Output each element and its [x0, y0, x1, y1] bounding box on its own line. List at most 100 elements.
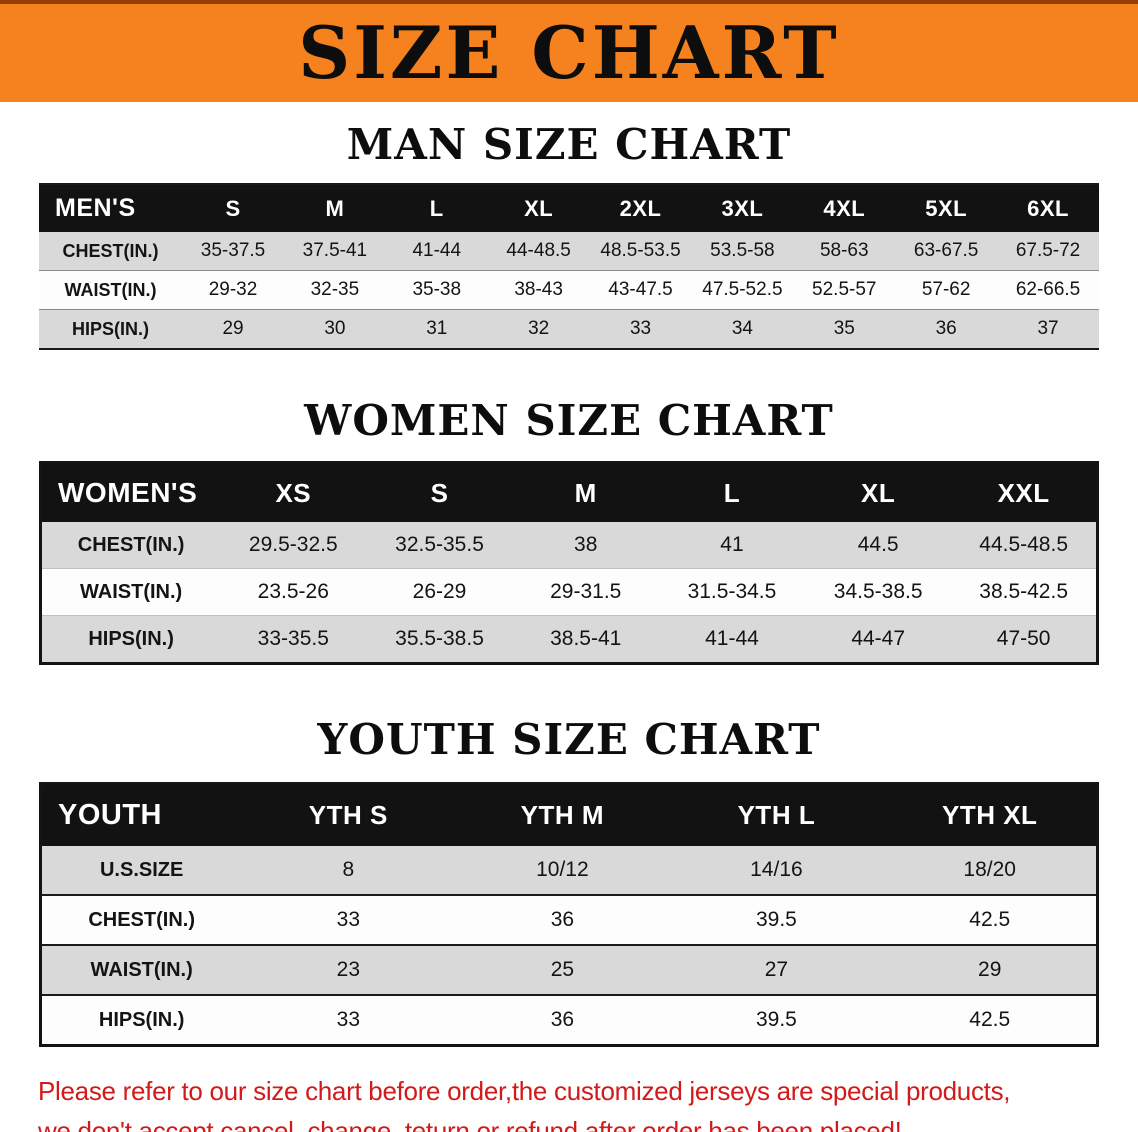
- size-value-cell: 29: [182, 309, 284, 350]
- size-value-cell: 37.5-41: [283, 232, 386, 271]
- size-header-cell: L: [658, 462, 806, 522]
- size-header-cell: M: [283, 184, 386, 232]
- table-header-row: MEN'S S M L XL 2XL 3XL 4XL 5XL 6XL: [39, 184, 1099, 232]
- size-value-cell: 47-50: [951, 615, 1098, 664]
- size-value-cell: 10/12: [455, 846, 670, 896]
- row-label-cell: WAIST(IN.): [40, 568, 221, 616]
- size-value-cell: 52.5-57: [793, 270, 896, 310]
- size-header-cell: 6XL: [997, 184, 1099, 232]
- table-row: WAIST(IN.) 23.5-26 26-29 29-31.5 31.5-34.5 34…: [40, 568, 1098, 616]
- size-value-cell: 44.5-48.5: [951, 522, 1098, 569]
- size-header-cell: XL: [805, 462, 952, 522]
- size-value-cell: 57-62: [895, 270, 998, 310]
- men-section-heading: MAN SIZE CHART: [346, 120, 792, 169]
- size-value-cell: 25: [455, 945, 670, 996]
- table-row: U.S.SIZE 8 10/12 14/16 18/20: [40, 846, 1098, 896]
- row-label-cell: HIPS(IN.): [40, 995, 242, 1047]
- size-value-cell: 41-44: [658, 615, 806, 664]
- size-value-cell: 44-48.5: [487, 232, 590, 271]
- size-value-cell: 41: [658, 522, 806, 569]
- women-size-chart-section: WOMEN SIZE CHART WOMEN'S XS S M L XL XXL CHEST(…: [0, 396, 1138, 665]
- table-header-row: WOMEN'S XS S M L XL XXL: [40, 462, 1098, 522]
- size-value-cell: 53.5-58: [691, 232, 794, 271]
- table-row: CHEST(IN.) 35-37.5 37.5-41 41-44 44-48.5 48.5…: [39, 232, 1099, 271]
- size-value-cell: 38-43: [487, 270, 590, 310]
- banner-title: SIZE CHART: [298, 10, 840, 95]
- size-value-cell: 31.5-34.5: [658, 568, 806, 616]
- size-value-cell: 38.5-41: [512, 615, 659, 664]
- size-value-cell: 8: [241, 846, 456, 896]
- size-value-cell: 33: [589, 309, 692, 350]
- size-value-cell: 62-66.5: [997, 270, 1099, 310]
- size-value-cell: 39.5: [669, 995, 884, 1047]
- size-value-cell: 42.5: [883, 895, 1098, 946]
- youth-section-heading: YOUTH SIZE CHART: [317, 715, 821, 764]
- disclaimer-line-2: we don't accept cancel, change, teturn o…: [38, 1116, 902, 1132]
- table-title-cell: MEN'S: [39, 184, 183, 232]
- size-value-cell: 38: [512, 522, 659, 569]
- youth-size-chart-section: YOUTH SIZE CHART YOUTH YTH S YTH M YTH L YTH…: [0, 715, 1138, 1047]
- size-header-cell: XXL: [951, 462, 1098, 522]
- size-header-cell: S: [182, 184, 284, 232]
- row-label-cell: WAIST(IN.): [40, 945, 242, 996]
- size-header-cell: 3XL: [691, 184, 794, 232]
- size-value-cell: 35-38: [385, 270, 488, 310]
- size-value-cell: 37: [997, 309, 1099, 350]
- size-header-cell: L: [385, 184, 488, 232]
- size-value-cell: 47.5-52.5: [691, 270, 794, 310]
- disclaimer: Please refer to our size chart before or…: [38, 1071, 1100, 1132]
- table-row: WAIST(IN.) 29-32 32-35 35-38 38-43 43-47.5 47.…: [39, 270, 1099, 310]
- size-value-cell: 33: [241, 995, 456, 1047]
- size-header-cell: S: [366, 462, 513, 522]
- men-size-chart-section: MAN SIZE CHART MEN'S S M L XL 2XL 3XL 4XL 5XL 6XL…: [0, 120, 1138, 350]
- size-value-cell: 18/20: [883, 846, 1098, 896]
- row-label-cell: CHEST(IN.): [39, 232, 183, 271]
- size-header-cell: YTH L: [669, 783, 884, 846]
- banner: SIZE CHART: [0, 0, 1138, 102]
- men-size-table: MEN'S S M L XL 2XL 3XL 4XL 5XL 6XL CHEST(IN.) 35-37…: [39, 183, 1099, 350]
- size-value-cell: 36: [455, 995, 670, 1047]
- size-value-cell: 27: [669, 945, 884, 996]
- size-value-cell: 29: [883, 945, 1098, 996]
- size-value-cell: 36: [895, 309, 998, 350]
- table-row: WAIST(IN.) 23 25 27 29: [40, 945, 1098, 996]
- size-value-cell: 23: [241, 945, 456, 996]
- size-value-cell: 31: [385, 309, 488, 350]
- size-value-cell: 36: [455, 895, 670, 946]
- size-value-cell: 41-44: [385, 232, 488, 271]
- size-header-cell: 5XL: [895, 184, 998, 232]
- size-value-cell: 29-31.5: [512, 568, 659, 616]
- size-value-cell: 26-29: [366, 568, 513, 616]
- size-header-cell: YTH XL: [883, 783, 1098, 846]
- women-size-table: WOMEN'S XS S M L XL XXL CHEST(IN.) 29.5-32.5 32.5…: [39, 461, 1099, 665]
- row-label-cell: U.S.SIZE: [40, 846, 242, 896]
- size-value-cell: 42.5: [883, 995, 1098, 1047]
- size-value-cell: 29.5-32.5: [220, 522, 367, 569]
- row-label-cell: HIPS(IN.): [40, 615, 221, 664]
- size-value-cell: 34.5-38.5: [805, 568, 952, 616]
- table-title-cell: WOMEN'S: [40, 462, 221, 522]
- size-value-cell: 30: [283, 309, 386, 350]
- size-header-cell: 4XL: [793, 184, 896, 232]
- size-value-cell: 44-47: [805, 615, 952, 664]
- size-value-cell: 34: [691, 309, 794, 350]
- row-label-cell: CHEST(IN.): [40, 895, 242, 946]
- table-title-cell: YOUTH: [40, 783, 242, 846]
- table-row: HIPS(IN.) 29 30 31 32 33 34 35 36 37: [39, 309, 1099, 350]
- size-value-cell: 39.5: [669, 895, 884, 946]
- size-value-cell: 48.5-53.5: [589, 232, 692, 271]
- size-value-cell: 38.5-42.5: [951, 568, 1098, 616]
- size-header-cell: M: [512, 462, 659, 522]
- size-value-cell: 35-37.5: [182, 232, 284, 271]
- size-value-cell: 43-47.5: [589, 270, 692, 310]
- size-value-cell: 63-67.5: [895, 232, 998, 271]
- disclaimer-line-1: Please refer to our size chart before or…: [38, 1076, 1011, 1106]
- size-value-cell: 32.5-35.5: [366, 522, 513, 569]
- size-value-cell: 35: [793, 309, 896, 350]
- size-header-cell: XS: [220, 462, 367, 522]
- size-header-cell: YTH S: [241, 783, 456, 846]
- size-value-cell: 33: [241, 895, 456, 946]
- size-header-cell: 2XL: [589, 184, 692, 232]
- row-label-cell: HIPS(IN.): [39, 309, 183, 350]
